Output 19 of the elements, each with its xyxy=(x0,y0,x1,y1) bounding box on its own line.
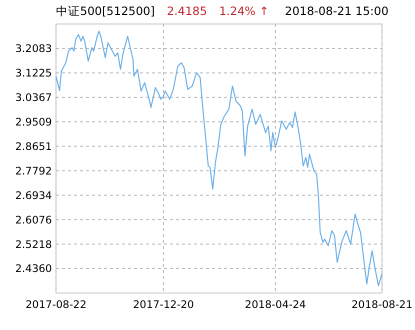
y-tick-label: 2.9509 xyxy=(15,116,52,128)
y-tick-label: 3.2083 xyxy=(15,43,52,56)
y-tick-label: 3.1225 xyxy=(15,68,52,80)
y-tick-label: 2.7792 xyxy=(15,165,52,178)
y-tick-label: 2.6076 xyxy=(15,214,52,226)
line-series xyxy=(55,30,383,286)
y-tick-label: 2.6934 xyxy=(15,190,52,202)
text: 2018-08-21 15:00 xyxy=(284,4,389,18)
y-tick-label: 2.5218 xyxy=(15,238,52,251)
x-tick-label: 2017-12-20 xyxy=(132,299,194,311)
y-tick-label: 2.8651 xyxy=(15,140,52,153)
text: 2.4185 xyxy=(166,4,208,18)
chart-title: 中证500[512500] xyxy=(56,4,155,18)
x-tick-label: 2017-08-22 xyxy=(25,299,87,311)
y-tick-label: 2.4360 xyxy=(15,263,52,276)
x-tick-label: 2018-08-21 xyxy=(351,299,413,311)
x-tick-label: 2018-04-24 xyxy=(244,299,306,311)
y-tick-label: 3.0367 xyxy=(15,92,52,104)
text: 1.24% ↑ xyxy=(219,4,269,18)
